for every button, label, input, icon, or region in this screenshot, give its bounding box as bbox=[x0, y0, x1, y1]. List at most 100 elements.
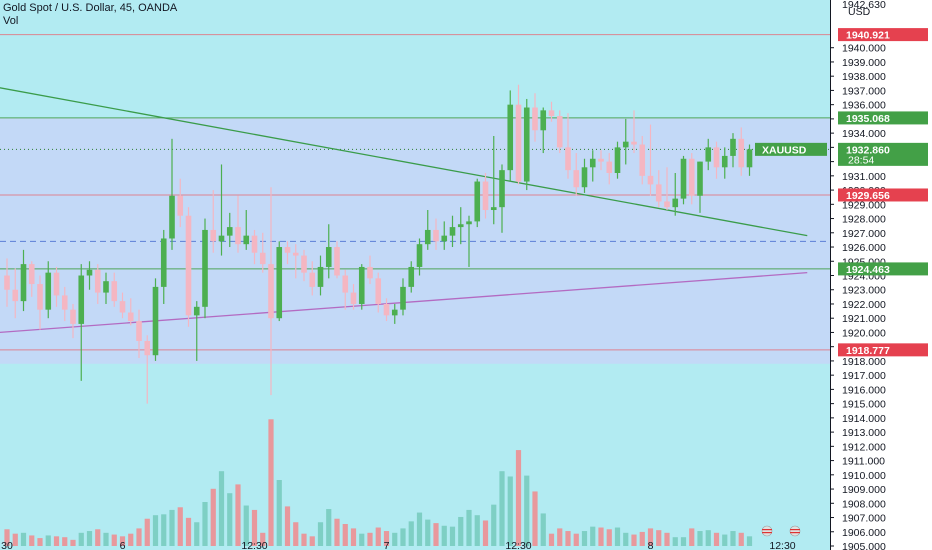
candle-body bbox=[647, 175, 654, 185]
volume-bar bbox=[268, 419, 274, 546]
candle-body bbox=[103, 281, 109, 293]
trendline bbox=[0, 87, 808, 237]
candle-body bbox=[449, 227, 456, 236]
volume-bar bbox=[540, 513, 546, 546]
level-tag bbox=[838, 262, 928, 276]
candle-body bbox=[202, 229, 208, 307]
candle-body bbox=[375, 278, 382, 304]
price-tick-label: 1936.000 bbox=[842, 100, 886, 112]
price-axis[interactable]: 1905.000 1906.000 1907.000 1908.000 1909.000… bbox=[830, 0, 886, 550]
candle-body bbox=[292, 252, 299, 256]
volume-bar bbox=[656, 530, 662, 546]
candle-body bbox=[581, 167, 588, 188]
candle-body bbox=[499, 170, 505, 208]
volume-bar bbox=[557, 528, 563, 546]
volume-bars bbox=[4, 419, 753, 546]
volume-bar bbox=[309, 536, 315, 546]
level-tag-label: 1940.921 bbox=[846, 30, 890, 42]
candle-body bbox=[53, 272, 60, 296]
volume-bar bbox=[672, 537, 678, 546]
volume-bar bbox=[169, 509, 175, 546]
candle-body bbox=[383, 303, 390, 316]
volume-bar bbox=[367, 532, 373, 546]
volume-bar bbox=[606, 529, 612, 546]
volume-bar bbox=[408, 521, 414, 546]
price-tick-label: 1926.000 bbox=[842, 242, 886, 254]
candle-body bbox=[523, 107, 530, 182]
level-tag bbox=[838, 343, 928, 357]
volume-bar bbox=[62, 537, 68, 546]
time-tick-label: 12:30 bbox=[769, 540, 795, 550]
candle-body bbox=[705, 147, 712, 162]
volume-bar bbox=[301, 533, 307, 546]
candle-body bbox=[61, 295, 68, 310]
candle-body bbox=[482, 181, 489, 211]
candle-body bbox=[144, 340, 151, 356]
candle-body bbox=[441, 235, 448, 242]
candle-body bbox=[45, 272, 52, 310]
candle-body bbox=[474, 181, 481, 222]
volume-bar bbox=[334, 518, 340, 546]
candle-body bbox=[12, 289, 19, 302]
time-tick-label: 7 bbox=[384, 540, 390, 550]
level-tag-label: 1924.463 bbox=[846, 264, 890, 276]
price-tick-label: 1937.000 bbox=[842, 85, 886, 97]
volume-bar bbox=[614, 527, 621, 546]
price-tick-label: 1908.000 bbox=[842, 498, 886, 510]
volume-bar bbox=[276, 480, 282, 546]
volume-bar bbox=[647, 528, 654, 546]
time-axis[interactable]: 30 6 12:30 7 12:30 8 12:30 bbox=[1, 540, 796, 550]
volume-bar bbox=[350, 528, 357, 546]
candle-body bbox=[37, 284, 43, 310]
volume-bar bbox=[491, 504, 497, 546]
candle-body bbox=[721, 155, 728, 168]
volume-bar bbox=[631, 534, 637, 546]
time-tick-label: 8 bbox=[648, 540, 654, 550]
current-price-tag bbox=[838, 142, 928, 166]
volume-bar bbox=[573, 533, 579, 546]
candle-body bbox=[210, 229, 217, 242]
candle-body bbox=[697, 161, 703, 196]
volume-bar bbox=[499, 471, 505, 546]
volume-bar bbox=[251, 509, 258, 546]
current-price-label: 1932.860 bbox=[846, 144, 890, 156]
volume-bar bbox=[4, 529, 10, 546]
price-tick-label: 1922.000 bbox=[842, 299, 886, 311]
volume-bar bbox=[202, 502, 208, 546]
volume-bar bbox=[375, 527, 381, 546]
volume-label: Vol bbox=[3, 15, 18, 27]
volume-bar bbox=[177, 507, 183, 546]
candle-body bbox=[713, 147, 720, 168]
candle-body bbox=[152, 286, 159, 356]
price-tick-label: 1920.000 bbox=[842, 327, 886, 339]
candle-body bbox=[391, 309, 398, 316]
candle-body bbox=[589, 158, 596, 168]
flag-icon bbox=[761, 525, 801, 537]
candle-body bbox=[193, 306, 200, 316]
candle-body bbox=[276, 247, 283, 319]
volume-bar bbox=[623, 532, 629, 546]
price-tick-label: 1940.000 bbox=[842, 43, 886, 55]
candle-body bbox=[573, 170, 580, 188]
volume-bar bbox=[581, 531, 588, 546]
level-tag-label: 1918.777 bbox=[846, 345, 890, 357]
volume-bar bbox=[317, 522, 324, 546]
volume-bar bbox=[235, 484, 241, 546]
candle-body bbox=[532, 107, 538, 131]
candle-body bbox=[226, 227, 233, 236]
candle-body bbox=[639, 144, 646, 176]
candle-body bbox=[606, 161, 613, 173]
volume-bar bbox=[474, 515, 480, 546]
volume-bar bbox=[532, 491, 538, 546]
candle-body bbox=[94, 269, 101, 293]
candle-body bbox=[325, 247, 332, 267]
price-tick-label: 1910.000 bbox=[842, 470, 886, 482]
candle-body bbox=[218, 235, 225, 242]
volume-bar bbox=[218, 471, 225, 546]
volume-bar bbox=[53, 536, 60, 546]
candle-body bbox=[507, 104, 514, 171]
level-tag bbox=[838, 111, 928, 125]
volume-bar bbox=[449, 526, 456, 546]
volume-bar bbox=[722, 534, 728, 546]
